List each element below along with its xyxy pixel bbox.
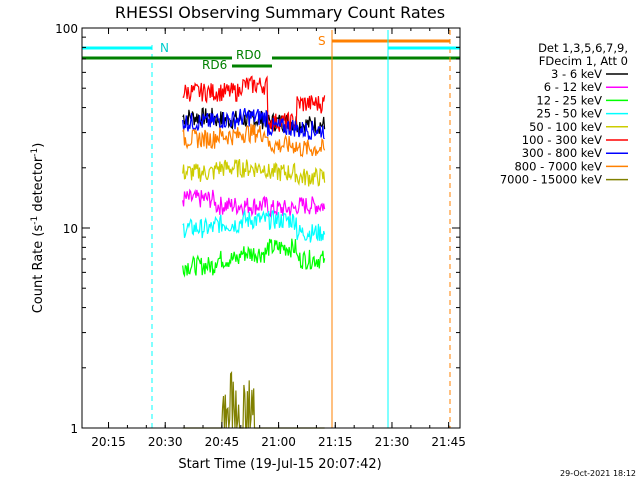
legend-entry-label: 100 - 300 keV <box>522 133 602 147</box>
x-axis: 20:15 20:30 20:45 21:00 21:15 21:30 21:45 <box>91 28 466 449</box>
y-axis-label: Count Rate (s-1 detector-1) <box>30 143 46 314</box>
legend-entry-label: 12 - 25 keV <box>536 93 602 107</box>
rd6-label: RD6 <box>202 58 227 72</box>
series-line <box>182 123 326 158</box>
series-line <box>182 75 326 132</box>
rd0-label: RD0 <box>236 48 261 62</box>
x-tick-label: 21:30 <box>375 435 410 449</box>
footer-date: 29-Oct-2021 18:12 <box>560 469 636 478</box>
series-line <box>182 158 326 187</box>
legend-entry-label: 7000 - 15000 keV <box>500 173 602 187</box>
legend-entry-label: 800 - 7000 keV <box>514 159 602 173</box>
y-tick-label: 100 <box>55 22 78 36</box>
legend-entry-label: 25 - 50 keV <box>536 107 602 121</box>
y-tick-label: 10 <box>63 222 78 236</box>
x-tick-label: 20:45 <box>205 435 240 449</box>
y-axis: 1 10 100 <box>55 22 460 436</box>
series-line <box>182 108 325 140</box>
legend-entry-label: 50 - 100 keV <box>529 120 602 134</box>
legend-entry-label: 6 - 12 keV <box>544 80 602 94</box>
x-tick-label: 21:00 <box>261 435 296 449</box>
series-line <box>182 238 326 278</box>
annotation-layer: N RD0 RD6 S <box>82 30 461 428</box>
x-tick-label: 21:45 <box>431 435 466 449</box>
legend-header: FDecim 1, Att 0 <box>539 54 628 68</box>
legend-header: Det 1,3,5,6,7,9, <box>538 41 628 55</box>
saa-label: S <box>318 34 326 48</box>
legend-entry-label: 3 - 6 keV <box>551 67 602 81</box>
legend-entry-label: 300 - 800 keV <box>522 146 602 160</box>
series-line <box>182 209 326 243</box>
series-line <box>182 188 326 218</box>
rd0-gap <box>232 52 272 64</box>
legend: Det 1,3,5,6,7,9,FDecim 1, Att 03 - 6 keV… <box>500 41 628 187</box>
chart-title: RHESSI Observing Summary Count Rates <box>115 3 445 22</box>
y-tick-label: 1 <box>70 422 78 436</box>
x-tick-label: 21:15 <box>318 435 353 449</box>
x-tick-label: 20:30 <box>148 435 183 449</box>
x-tick-label: 20:15 <box>91 435 126 449</box>
x-axis-label: Start Time (19-Jul-15 20:07:42) <box>178 457 381 472</box>
night-label: N <box>160 41 169 55</box>
